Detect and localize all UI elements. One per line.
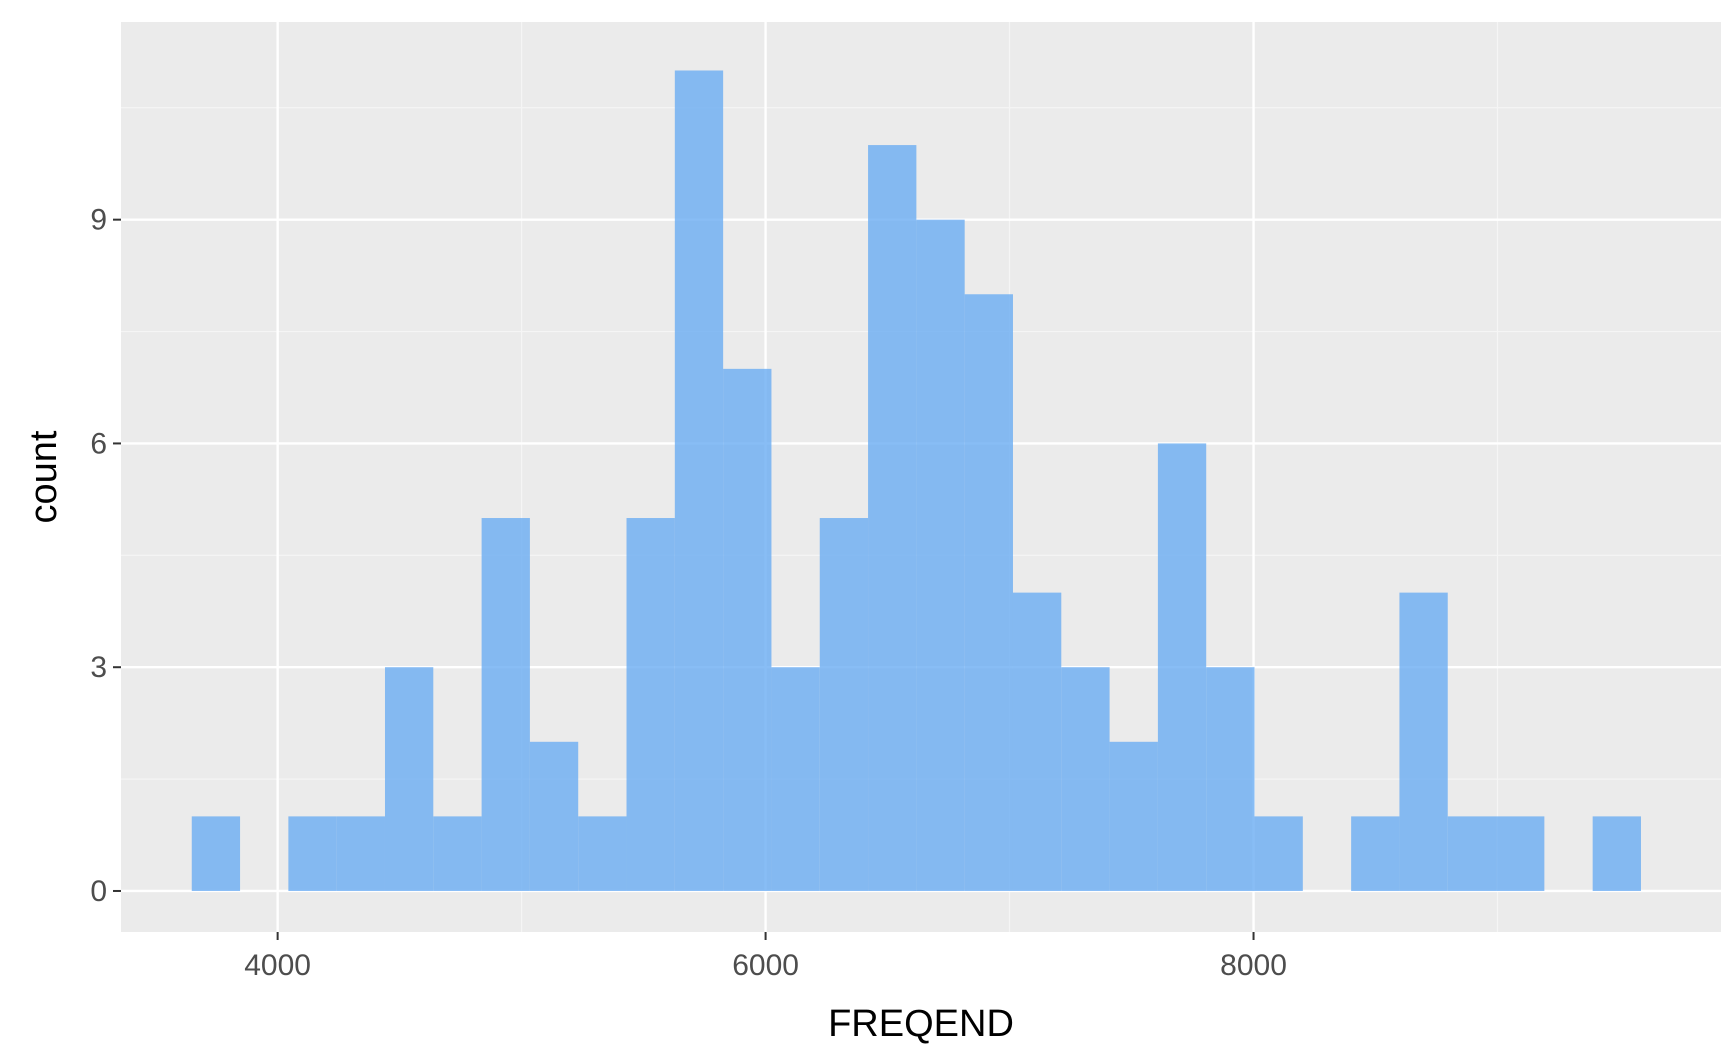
histogram-bar (723, 368, 772, 891)
y-tick-label: 9 (90, 204, 107, 237)
histogram-bar (868, 145, 917, 891)
histogram-bar (819, 518, 869, 891)
histogram-bar (674, 70, 724, 891)
histogram-bar (1592, 816, 1641, 891)
histogram-bar (1351, 816, 1400, 891)
x-tick-label: 4000 (244, 949, 311, 982)
histogram-bar (1157, 443, 1207, 891)
histogram-bar (481, 518, 530, 891)
histogram-bar (529, 741, 579, 891)
histogram-bar (1496, 816, 1545, 891)
histogram-bar (433, 816, 482, 891)
histogram-bar (191, 816, 241, 891)
histogram-bar (578, 816, 627, 891)
histogram-bar (626, 518, 675, 891)
histogram-bar (1109, 741, 1158, 891)
histogram-bar (1399, 592, 1448, 891)
histogram-bar (1206, 667, 1255, 891)
histogram-bar (1061, 667, 1110, 891)
x-axis-title: FREQEND (828, 1003, 1014, 1045)
x-tick-label: 8000 (1220, 949, 1287, 982)
histogram-bar (1012, 592, 1062, 891)
x-tick-label: 6000 (732, 949, 799, 982)
y-tick-label: 3 (90, 651, 107, 684)
histogram-bar (384, 667, 434, 891)
histogram-bar (336, 816, 385, 891)
histogram-bar (288, 816, 337, 891)
y-axis: 0 3 6 9 (90, 204, 121, 908)
histogram-bar (964, 294, 1013, 891)
y-axis-title: count (23, 430, 65, 523)
histogram-bar (1447, 816, 1497, 891)
y-tick-label: 0 (90, 875, 107, 908)
y-tick-label: 6 (90, 427, 107, 460)
histogram-bar (1254, 816, 1303, 891)
x-axis: 4000 6000 8000 (244, 932, 1287, 982)
histogram-bars (191, 70, 1641, 891)
histogram-bar (771, 667, 820, 891)
histogram-bar (916, 219, 965, 891)
